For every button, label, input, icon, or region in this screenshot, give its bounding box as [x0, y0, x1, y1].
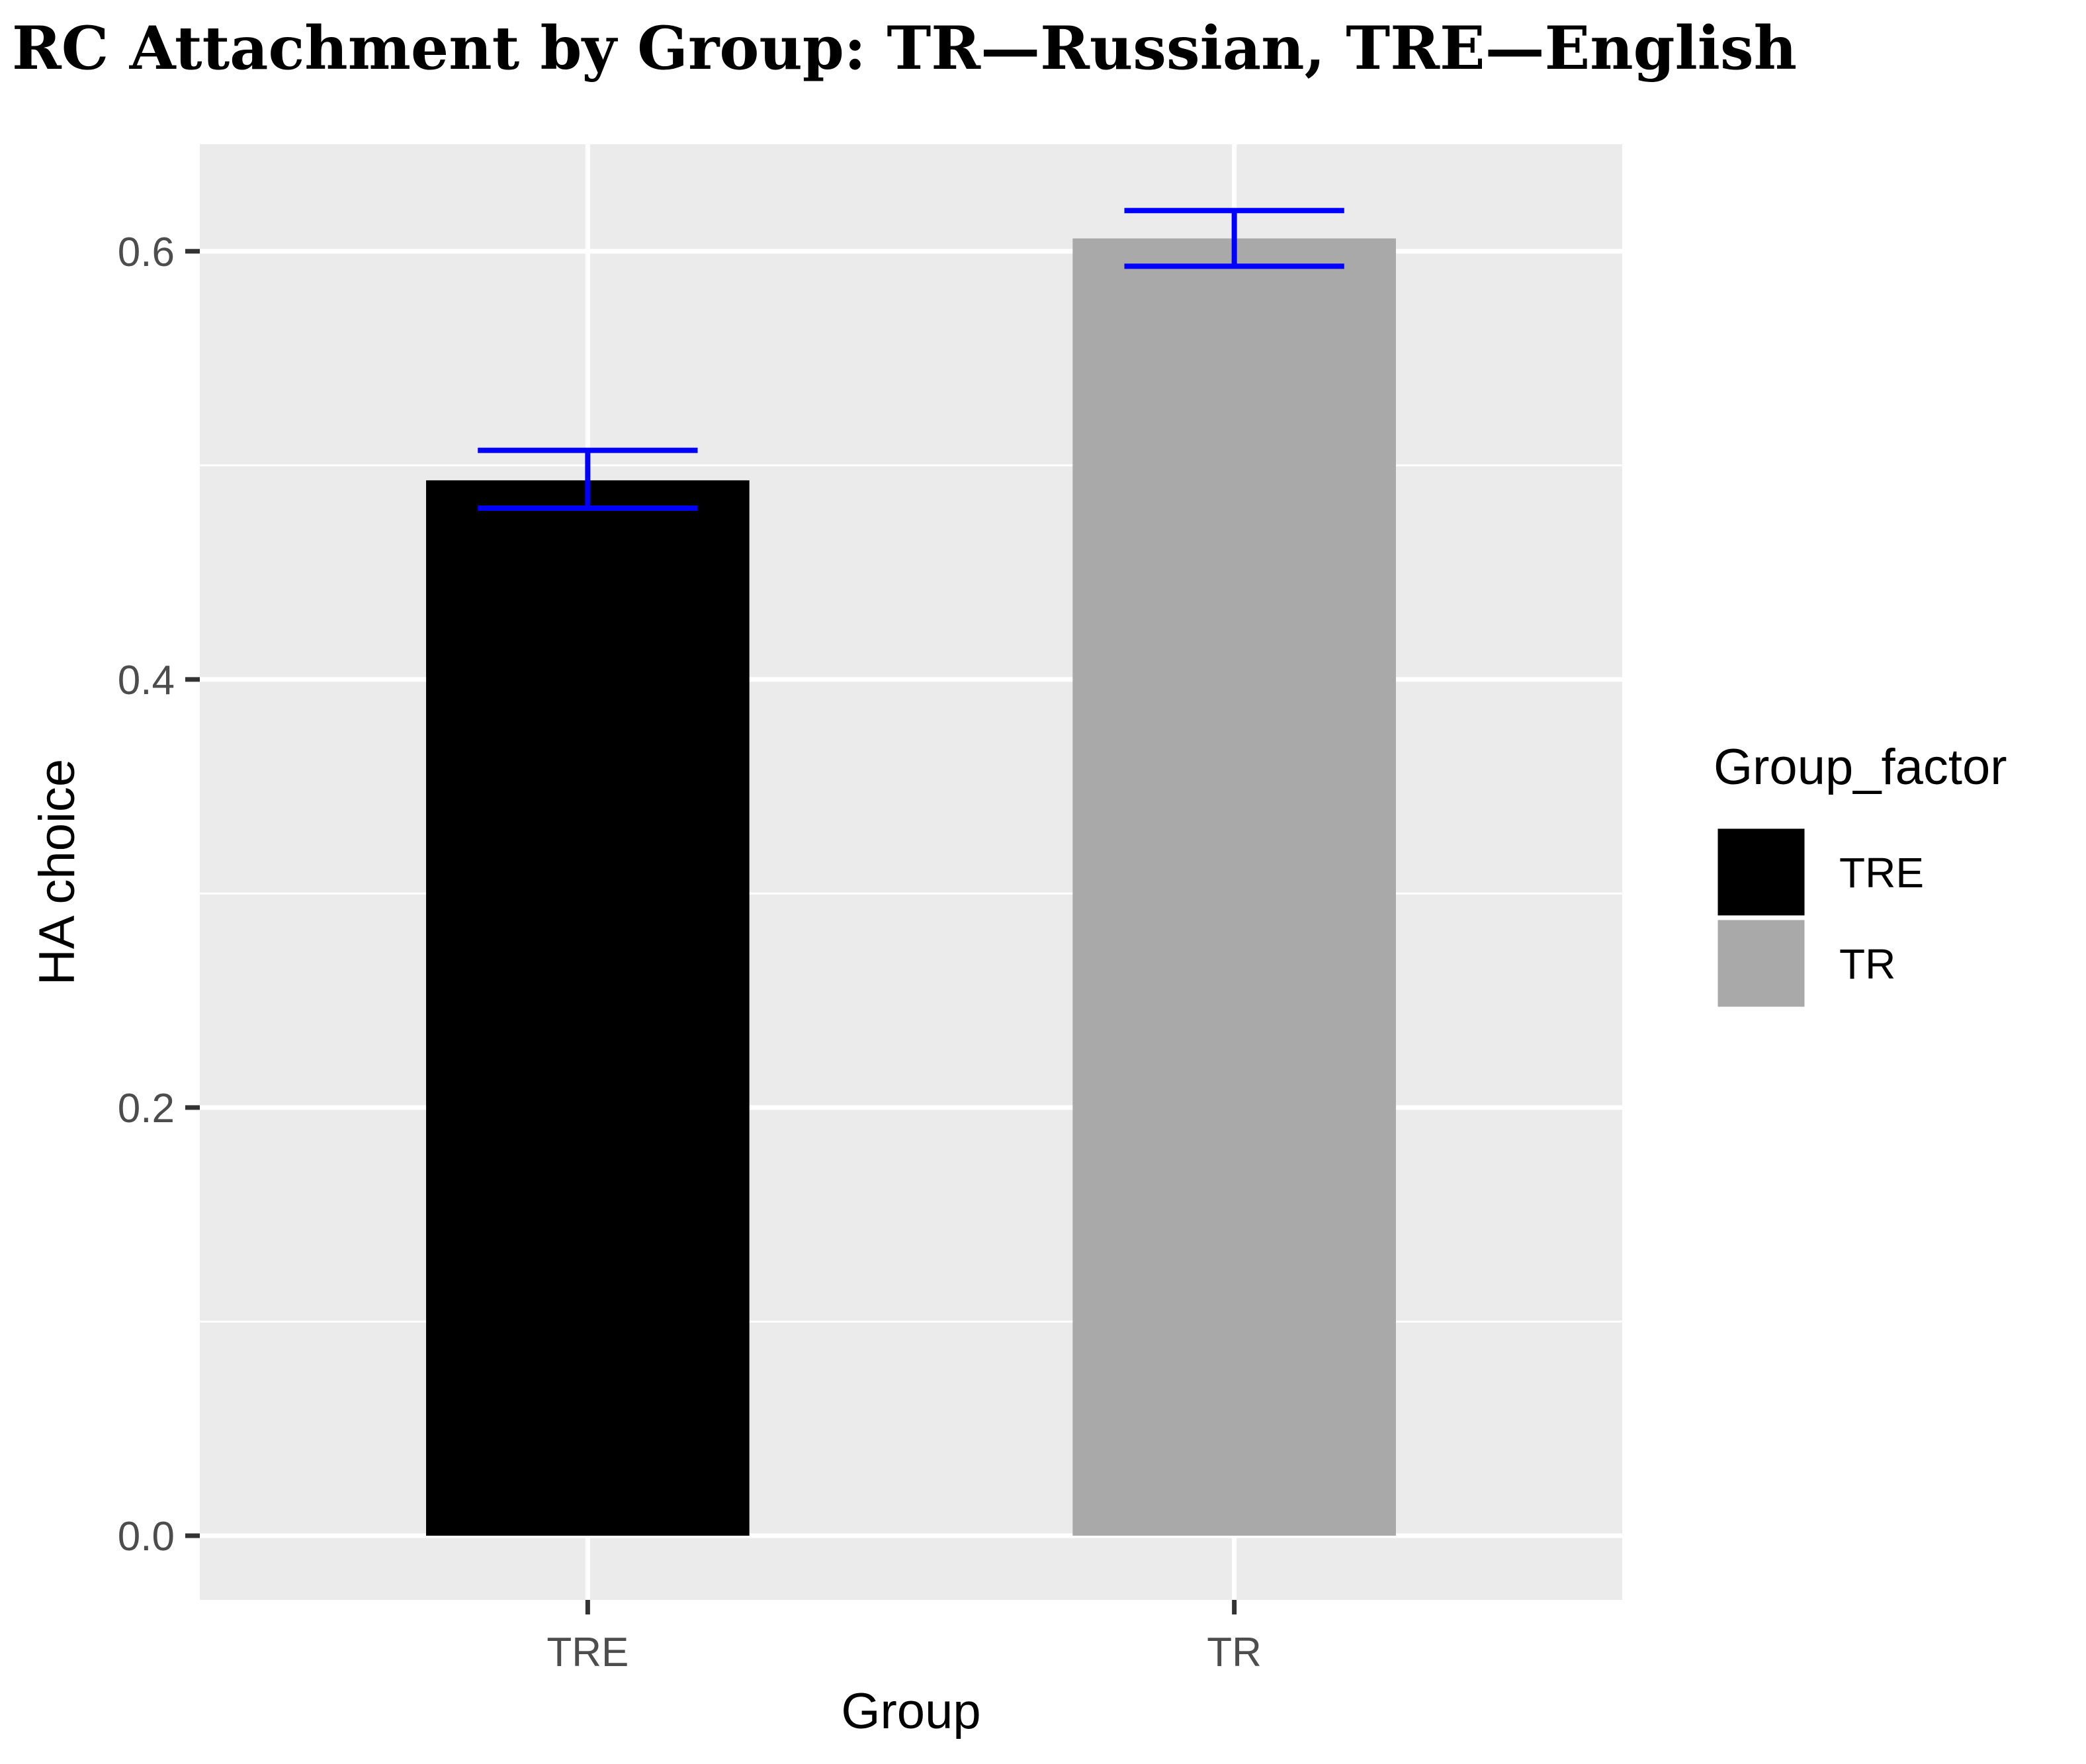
legend-label-tre: TRE	[1839, 849, 1924, 897]
y-tick-label: 0.4	[118, 658, 175, 703]
error-bar-tr	[1124, 208, 1344, 269]
x-tick-label: TR	[1207, 1630, 1262, 1675]
error-bar-tre	[478, 447, 698, 511]
plot-panel	[200, 144, 1622, 1600]
x-tick-label: TRE	[546, 1630, 629, 1675]
x-axis-title: Group	[841, 1683, 980, 1740]
y-tick-label: 0.2	[118, 1086, 175, 1131]
bars	[426, 238, 1396, 1536]
y-axis: 0.0 0.2 0.4 0.6	[118, 230, 200, 1560]
y-tick-label: 0.0	[118, 1514, 175, 1560]
legend-key-tr	[1714, 916, 1808, 1010]
legend: Group_factor TRE TR	[1714, 739, 2007, 1010]
legend-key-tre	[1714, 825, 1808, 919]
x-axis: TRE TR	[546, 1600, 1262, 1675]
legend-title: Group_factor	[1714, 739, 2007, 795]
y-axis-title: HA choice	[29, 759, 85, 985]
chart-title: RC Attachment by Group: TR—Russian, TRE—…	[12, 13, 1798, 83]
y-tick-label: 0.6	[118, 230, 175, 275]
error-bars	[478, 208, 1344, 511]
bar-tre	[426, 480, 750, 1536]
legend-label-tr: TR	[1839, 940, 1895, 988]
bar-tr	[1072, 238, 1396, 1536]
